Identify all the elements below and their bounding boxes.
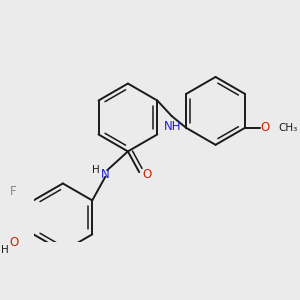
Text: NH: NH: [164, 120, 182, 133]
Text: CH₃: CH₃: [278, 123, 297, 133]
Text: O: O: [9, 236, 18, 249]
Text: N: N: [101, 167, 110, 181]
Text: H: H: [1, 245, 9, 255]
Text: F: F: [11, 185, 17, 198]
Text: O: O: [260, 121, 269, 134]
Text: H: H: [92, 165, 100, 175]
Text: O: O: [142, 167, 152, 181]
